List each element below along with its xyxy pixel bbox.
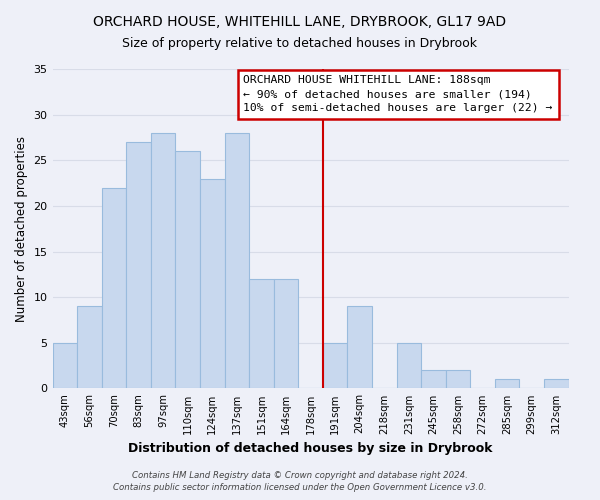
Text: ORCHARD HOUSE WHITEHILL LANE: 188sqm
← 90% of detached houses are smaller (194)
: ORCHARD HOUSE WHITEHILL LANE: 188sqm ← 9… — [244, 76, 553, 114]
Bar — [175, 151, 200, 388]
Bar — [397, 343, 421, 388]
Bar — [249, 279, 274, 388]
Bar — [101, 188, 126, 388]
Bar — [347, 306, 372, 388]
X-axis label: Distribution of detached houses by size in Drybrook: Distribution of detached houses by size … — [128, 442, 493, 455]
Bar — [151, 133, 175, 388]
Bar — [126, 142, 151, 388]
Bar — [446, 370, 470, 388]
Bar — [323, 343, 347, 388]
Bar — [274, 279, 298, 388]
Bar — [224, 133, 249, 388]
Bar — [53, 343, 77, 388]
Y-axis label: Number of detached properties: Number of detached properties — [15, 136, 28, 322]
Bar — [200, 178, 224, 388]
Bar — [421, 370, 446, 388]
Text: Contains HM Land Registry data © Crown copyright and database right 2024.
Contai: Contains HM Land Registry data © Crown c… — [113, 471, 487, 492]
Bar — [544, 380, 569, 388]
Text: Size of property relative to detached houses in Drybrook: Size of property relative to detached ho… — [122, 38, 478, 51]
Bar — [495, 380, 520, 388]
Bar — [77, 306, 101, 388]
Text: ORCHARD HOUSE, WHITEHILL LANE, DRYBROOK, GL17 9AD: ORCHARD HOUSE, WHITEHILL LANE, DRYBROOK,… — [94, 15, 506, 29]
